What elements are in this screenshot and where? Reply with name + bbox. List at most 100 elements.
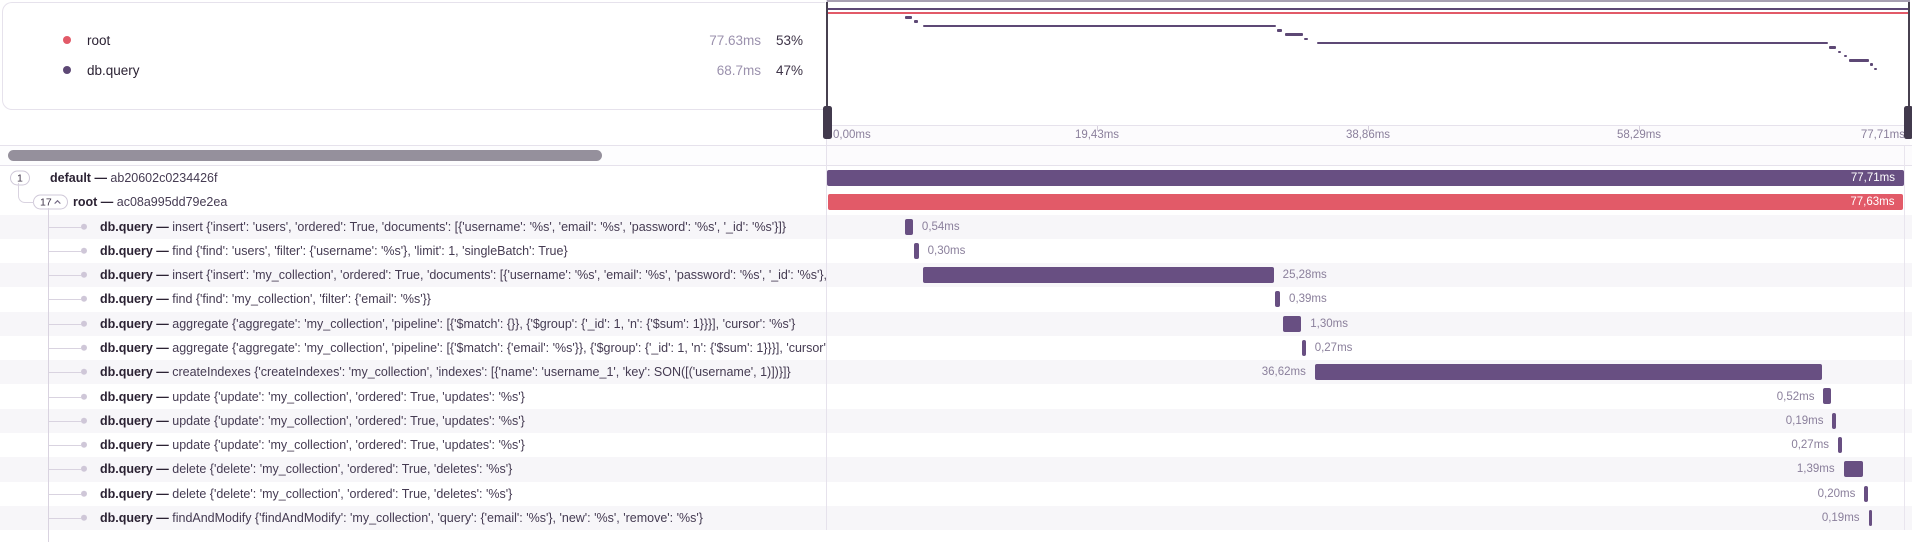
span-duration-label: 1,39ms [1796, 463, 1835, 476]
legend-item-label: root [87, 32, 111, 48]
span-row[interactable]: db.query — aggregate {'aggregate': 'my_c… [0, 311, 1912, 336]
horizontal-scrollbar-track[interactable] [0, 146, 826, 165]
axis-tick [1639, 126, 1640, 131]
axis-tick [1097, 126, 1098, 131]
span-bar-cell: 0,52ms [827, 384, 1904, 408]
span-row[interactable]: db.query — update {'update': 'my_collect… [0, 408, 1912, 433]
span-bar-cell: 77,63ms [827, 190, 1904, 214]
span-duration-label: 0,30ms [927, 244, 966, 257]
span-row[interactable]: db.query — insert {'insert': 'users', 'o… [0, 214, 1912, 239]
axis-label: 77,71ms [1860, 129, 1905, 141]
span-duration-bar[interactable] [1864, 485, 1868, 502]
span-duration-bar[interactable] [827, 194, 1904, 211]
span-row[interactable]: db.query — aggregate {'aggregate': 'my_c… [0, 335, 1912, 361]
span-row[interactable]: db.query — update {'update': 'my_collect… [0, 384, 1912, 409]
span-tree-cell[interactable]: 17 root — ac08a995dd79e2ea [0, 190, 826, 214]
span-duration-bar[interactable] [1868, 509, 1873, 526]
span-bar-cell: 0,39ms [827, 287, 1904, 311]
span-duration-bar[interactable] [1314, 364, 1823, 381]
span-duration-label: 0,27ms [1314, 342, 1353, 354]
span-tree-cell[interactable]: db.query — insert {'insert': 'my_collect… [0, 263, 826, 287]
span-description: db.query — find {'find': 'my_collection'… [100, 292, 431, 307]
minimap-viewport-right-line[interactable] [1908, 2, 1910, 130]
minimap-viewport-right-handle[interactable] [1904, 106, 1912, 139]
legend-item-root: root 77.63ms 53% [3, 29, 825, 51]
span-bar-cell: 36,62ms [827, 360, 1904, 384]
axis-label: 58,29ms [1616, 129, 1662, 141]
tree-branch-dot-icon [81, 490, 87, 497]
span-duration-bar[interactable] [1274, 291, 1281, 308]
span-tree-cell[interactable]: db.query — find {'find': 'my_collection'… [0, 287, 826, 311]
tree-branch-line [48, 517, 81, 519]
span-bar-cell: 0,27ms [827, 336, 1904, 360]
trace-minimap[interactable] [823, 0, 1912, 139]
span-bar-cell: 0,19ms [827, 409, 1904, 433]
span-waterfall: 1 default — ab20602c0234426f 77,71ms 17 root… [0, 166, 1912, 542]
span-duration-bar[interactable] [1301, 339, 1306, 356]
tree-branch-line [48, 226, 81, 228]
span-row[interactable]: 1 default — ab20602c0234426f 77,71ms [0, 166, 1912, 191]
span-description: db.query — insert {'insert': 'my_collect… [100, 268, 826, 283]
span-tree-cell[interactable]: db.query — createIndexes {'createIndexes… [0, 360, 826, 384]
span-row[interactable]: db.query — findAndModify {'findAndModify… [0, 505, 1912, 531]
span-tree-cell[interactable]: db.query — update {'update': 'my_collect… [0, 409, 826, 433]
span-tree-cell[interactable]: 1 default — ab20602c0234426f [0, 166, 826, 190]
span-duration-label: 77,71ms [1850, 172, 1895, 185]
tree-branch-dot-icon [81, 344, 87, 351]
span-row[interactable]: 17 root — ac08a995dd79e2ea 77,63ms [0, 190, 1912, 215]
axis-tick [1368, 126, 1369, 131]
span-tree-cell[interactable]: db.query — aggregate {'aggregate': 'my_c… [0, 336, 826, 360]
minimap-viewport-left-line[interactable] [826, 2, 828, 130]
tree-branch-dot-icon [81, 247, 87, 254]
span-duration-label: 77,63ms [1850, 196, 1895, 209]
span-tree-cell[interactable]: db.query — find {'find': 'users', 'filte… [0, 239, 826, 263]
tree-branch-line [48, 469, 81, 471]
tree-branch-dot-icon [81, 296, 87, 303]
tree-branch-dot-icon [81, 369, 87, 376]
tree-branch-line [48, 250, 81, 252]
span-duration-bar[interactable] [1838, 436, 1842, 453]
span-duration-bar[interactable] [827, 170, 1904, 186]
span-row[interactable]: db.query — update {'update': 'my_collect… [0, 432, 1912, 458]
span-description: db.query — aggregate {'aggregate': 'my_c… [100, 341, 826, 355]
span-row[interactable]: db.query — find {'find': 'my_collection'… [0, 287, 1912, 312]
span-duration-label: 36,62ms [1261, 366, 1306, 379]
span-tree-cell[interactable]: db.query — delete {'delete': 'my_collect… [0, 457, 826, 481]
span-duration-label: 0,19ms [1821, 511, 1860, 524]
span-row[interactable]: db.query — insert {'insert': 'my_collect… [0, 263, 1912, 288]
span-tree-cell[interactable]: db.query — findAndModify {'findAndModify… [0, 506, 826, 530]
span-description: db.query — findAndModify {'findAndModify… [100, 510, 703, 525]
span-duration-bar[interactable] [923, 267, 1274, 284]
minimap-viewport-left-handle[interactable] [823, 106, 832, 139]
tree-branch-line [48, 299, 81, 301]
span-duration-bar[interactable] [1843, 461, 1863, 478]
chart-right-border [1904, 146, 1905, 530]
span-duration-bar[interactable] [1832, 412, 1836, 429]
horizontal-scrollbar-thumb[interactable] [8, 150, 602, 161]
span-description: db.query — update {'update': 'my_collect… [100, 413, 525, 428]
legend-item-db-query: db.query 68.7ms 47% [3, 59, 825, 81]
span-duration-bar[interactable] [1823, 388, 1831, 405]
span-tree-cell[interactable]: db.query — delete {'delete': 'my_collect… [0, 482, 826, 506]
span-duration-label: 1,30ms [1310, 317, 1348, 330]
panel-divider [826, 0, 827, 530]
span-duration-bar[interactable] [914, 242, 919, 259]
span-count-badge[interactable]: 17 [33, 194, 68, 210]
span-duration-bar[interactable] [1283, 315, 1302, 332]
span-row[interactable]: db.query — delete {'delete': 'my_collect… [0, 481, 1912, 506]
span-tree-cell[interactable]: db.query — update {'update': 'my_collect… [0, 384, 826, 408]
span-tree-cell[interactable]: db.query — update {'update': 'my_collect… [0, 433, 826, 457]
tree-branch-dot-icon [81, 514, 87, 521]
tree-branch-dot-icon [81, 223, 87, 230]
span-row[interactable]: db.query — find {'find': 'users', 'filte… [0, 238, 1912, 264]
span-duration-label: 0,39ms [1289, 293, 1327, 306]
minimap-span [826, 11, 1910, 15]
span-description: db.query — update {'update': 'my_collect… [100, 438, 525, 453]
span-row[interactable]: db.query — delete {'delete': 'my_collect… [0, 457, 1912, 482]
span-row[interactable]: db.query — createIndexes {'createIndexes… [0, 360, 1912, 385]
span-tree-cell[interactable]: db.query — aggregate {'aggregate': 'my_c… [0, 312, 826, 336]
axis-label: 0,00ms [833, 129, 871, 141]
span-duration-bar[interactable] [905, 218, 913, 235]
tree-connector [18, 183, 34, 203]
span-tree-cell[interactable]: db.query — insert {'insert': 'users', 'o… [0, 215, 826, 239]
